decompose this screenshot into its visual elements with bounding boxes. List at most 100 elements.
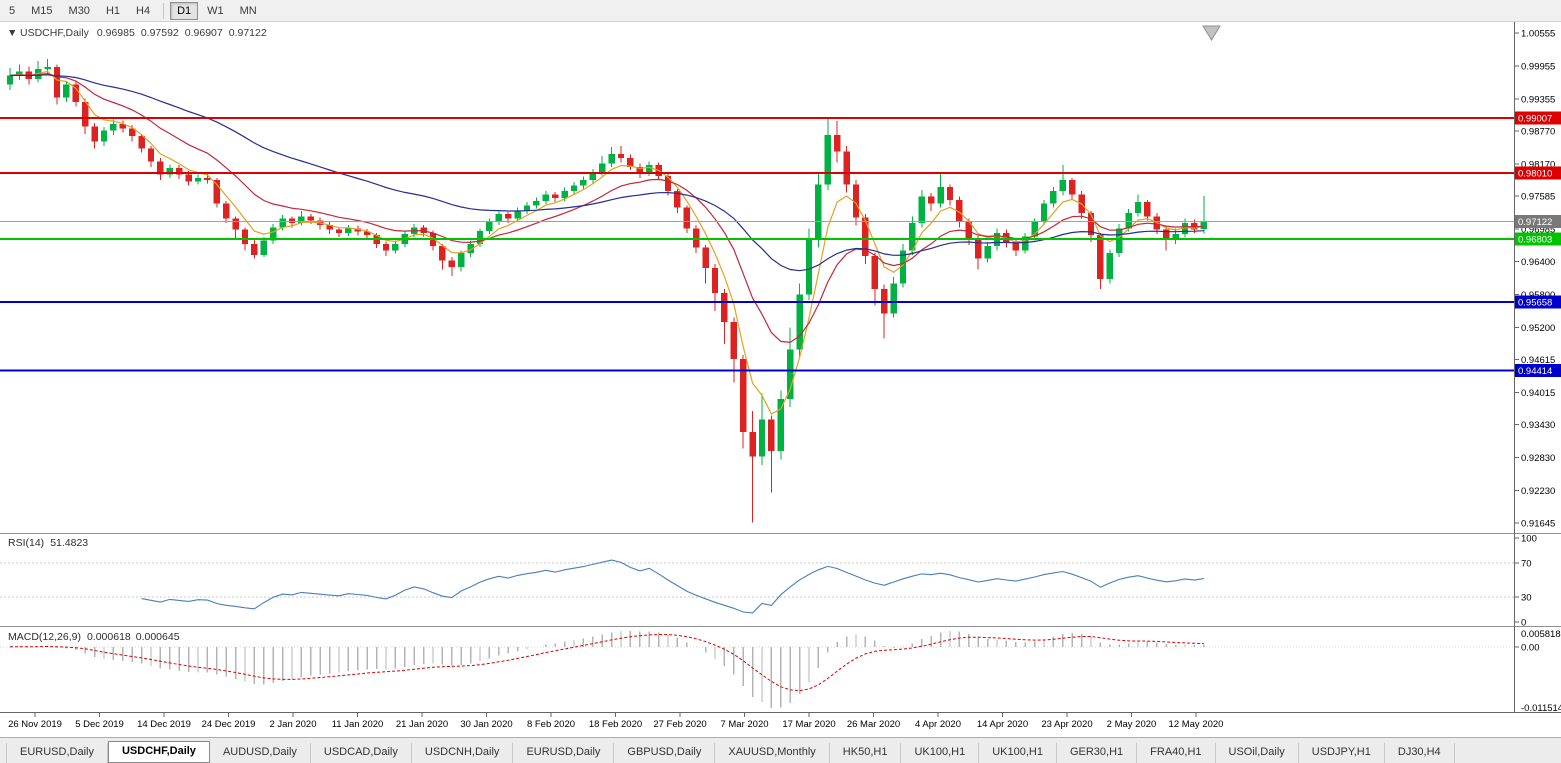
candle-body — [552, 194, 559, 199]
candle-body — [82, 101, 89, 127]
candle-body — [1087, 212, 1095, 235]
candle-body — [664, 176, 672, 191]
candle-body — [824, 134, 831, 185]
candle-body — [204, 177, 211, 180]
price-axis-label: 0.91645 — [1521, 518, 1555, 529]
candle-body — [862, 217, 869, 256]
candle-body — [1050, 190, 1057, 204]
time-axis-label: 8 Feb 2020 — [527, 719, 575, 730]
candle-body — [758, 419, 766, 457]
timeframe-button-m15[interactable]: M15 — [24, 2, 59, 20]
candle-body — [495, 214, 502, 222]
chart-tab-audusd-daily[interactable]: AUDUSD,Daily — [210, 743, 311, 763]
chart-tab-usoil-daily[interactable]: USOil,Daily — [1216, 743, 1299, 763]
candle-body — [899, 250, 907, 284]
timeframe-button-h1[interactable]: H1 — [99, 2, 127, 20]
candle-body — [749, 431, 756, 457]
candle-body — [476, 231, 484, 244]
candle-body — [608, 154, 615, 164]
candle-body — [1144, 201, 1151, 217]
chart-tab-usdcad-daily[interactable]: USDCAD,Daily — [311, 743, 412, 763]
time-axis-label: 14 Dec 2019 — [137, 719, 191, 730]
macd-signal-line — [10, 633, 1204, 692]
candle-body — [1031, 221, 1038, 237]
chart-tab-ger30-h1[interactable]: GER30,H1 — [1057, 743, 1138, 763]
chart-tab-fra40-h1[interactable]: FRA40,H1 — [1137, 743, 1216, 763]
timeframe-button-w1[interactable]: W1 — [200, 2, 231, 20]
timeframe-button-5[interactable]: 5 — [2, 2, 22, 20]
chart-tab-bar: EURUSD,Daily USDCHF,Daily AUDUSD,Daily USDC… — [0, 737, 1561, 763]
chart-tab-xauusd-monthly[interactable]: XAUUSD,Monthly — [715, 743, 830, 763]
chart-tab-eurusd-daily[interactable]: EURUSD,Daily — [6, 743, 108, 763]
chart-tab-usdchf-daily[interactable]: USDCHF,Daily — [107, 741, 210, 763]
chart-tab-dj30-h4[interactable]: DJ30,H4 — [1385, 743, 1455, 763]
hline-price-badge — [1515, 166, 1561, 180]
candle-body — [627, 157, 634, 167]
candle-body — [937, 187, 944, 204]
candle-body — [241, 229, 249, 244]
chart-tab-usdjpy-h1[interactable]: USDJPY,H1 — [1299, 743, 1385, 763]
candle-body — [1200, 221, 1207, 230]
price-axis-label: 0.97585 — [1521, 192, 1555, 203]
chart-background[interactable] — [0, 22, 1561, 737]
candle-body — [975, 239, 982, 259]
chart-tab-uk100-h1[interactable]: UK100,H1 — [979, 743, 1057, 763]
chart-menu-arrow-icon[interactable]: ▼ — [7, 27, 17, 39]
macd-axis-max-label: 0.005818 — [1521, 629, 1561, 640]
candle-body — [345, 228, 352, 233]
candle-body — [843, 151, 850, 185]
candle-body — [871, 255, 878, 289]
candle-body — [1181, 222, 1189, 234]
candle-body — [129, 128, 136, 136]
rsi-name: RSI(14) — [8, 537, 44, 549]
candle-body — [674, 190, 681, 208]
timeframe-button-mn[interactable]: MN — [233, 2, 264, 20]
hline-price-badge-label: 0.95658 — [1518, 298, 1552, 309]
hline-price-badge-label: 0.99007 — [1518, 113, 1552, 124]
candle-body — [928, 196, 935, 204]
candle-body — [1191, 222, 1198, 230]
candle-body — [157, 161, 164, 175]
candle-body — [721, 293, 728, 322]
ohlc-close-value: 0.97122 — [229, 27, 267, 39]
candle-body — [805, 239, 813, 295]
chart-tab-hk50-h1[interactable]: HK50,H1 — [830, 743, 902, 763]
candle-body — [53, 67, 61, 98]
candle-body — [834, 134, 841, 152]
rsi-current-value: 51.4823 — [50, 537, 88, 549]
chart-title: USDCHF,Daily 0.96985 0.97592 0.96907 0.97122 — [20, 27, 267, 39]
chart-tab-usdcnh-daily[interactable]: USDCNH,Daily — [412, 743, 514, 763]
candle-body — [777, 398, 784, 452]
current-price-badge-label: 0.97122 — [1518, 217, 1552, 228]
time-axis-label: 26 Nov 2019 — [8, 719, 62, 730]
candle-body — [458, 253, 465, 267]
price-axis-label: 0.94615 — [1521, 355, 1555, 366]
chart-tab-eurusd-daily[interactable]: EURUSD,Daily — [513, 743, 615, 763]
candle-body — [16, 71, 23, 76]
time-axis-label: 14 Apr 2020 — [977, 719, 1028, 730]
candle-body — [523, 205, 531, 211]
candle-body — [1003, 232, 1010, 243]
timeframe-toolbar: 5 M15 M30 H1 H4 D1 W1 MN — [0, 0, 1561, 22]
candle-body — [909, 222, 916, 251]
candle-body — [1097, 234, 1104, 279]
chart-tab-gbpusd-daily[interactable]: GBPUSD,Daily — [614, 743, 716, 763]
price-axis-label: 0.98170 — [1521, 160, 1555, 171]
candle-body — [617, 154, 625, 158]
timeframe-button-h4[interactable]: H4 — [129, 2, 157, 20]
timeframe-button-m30[interactable]: M30 — [62, 2, 97, 20]
candle-body — [768, 419, 775, 452]
price-axis-label: 0.98770 — [1521, 127, 1555, 138]
candle-body — [636, 166, 643, 174]
hline-price-badge-label: 0.96803 — [1518, 235, 1552, 246]
candle-body — [1022, 236, 1029, 251]
timeframe-button-d1[interactable]: D1 — [170, 1, 199, 20]
candle-body — [693, 228, 700, 248]
candle-body — [6, 75, 14, 85]
chart-tab-uk100-h1[interactable]: UK100,H1 — [901, 743, 980, 763]
time-axis-label: 2 Jan 2020 — [269, 719, 316, 730]
macd-main-value: 0.000618 — [87, 631, 131, 643]
chart-shift-marker-icon[interactable] — [1202, 25, 1221, 41]
